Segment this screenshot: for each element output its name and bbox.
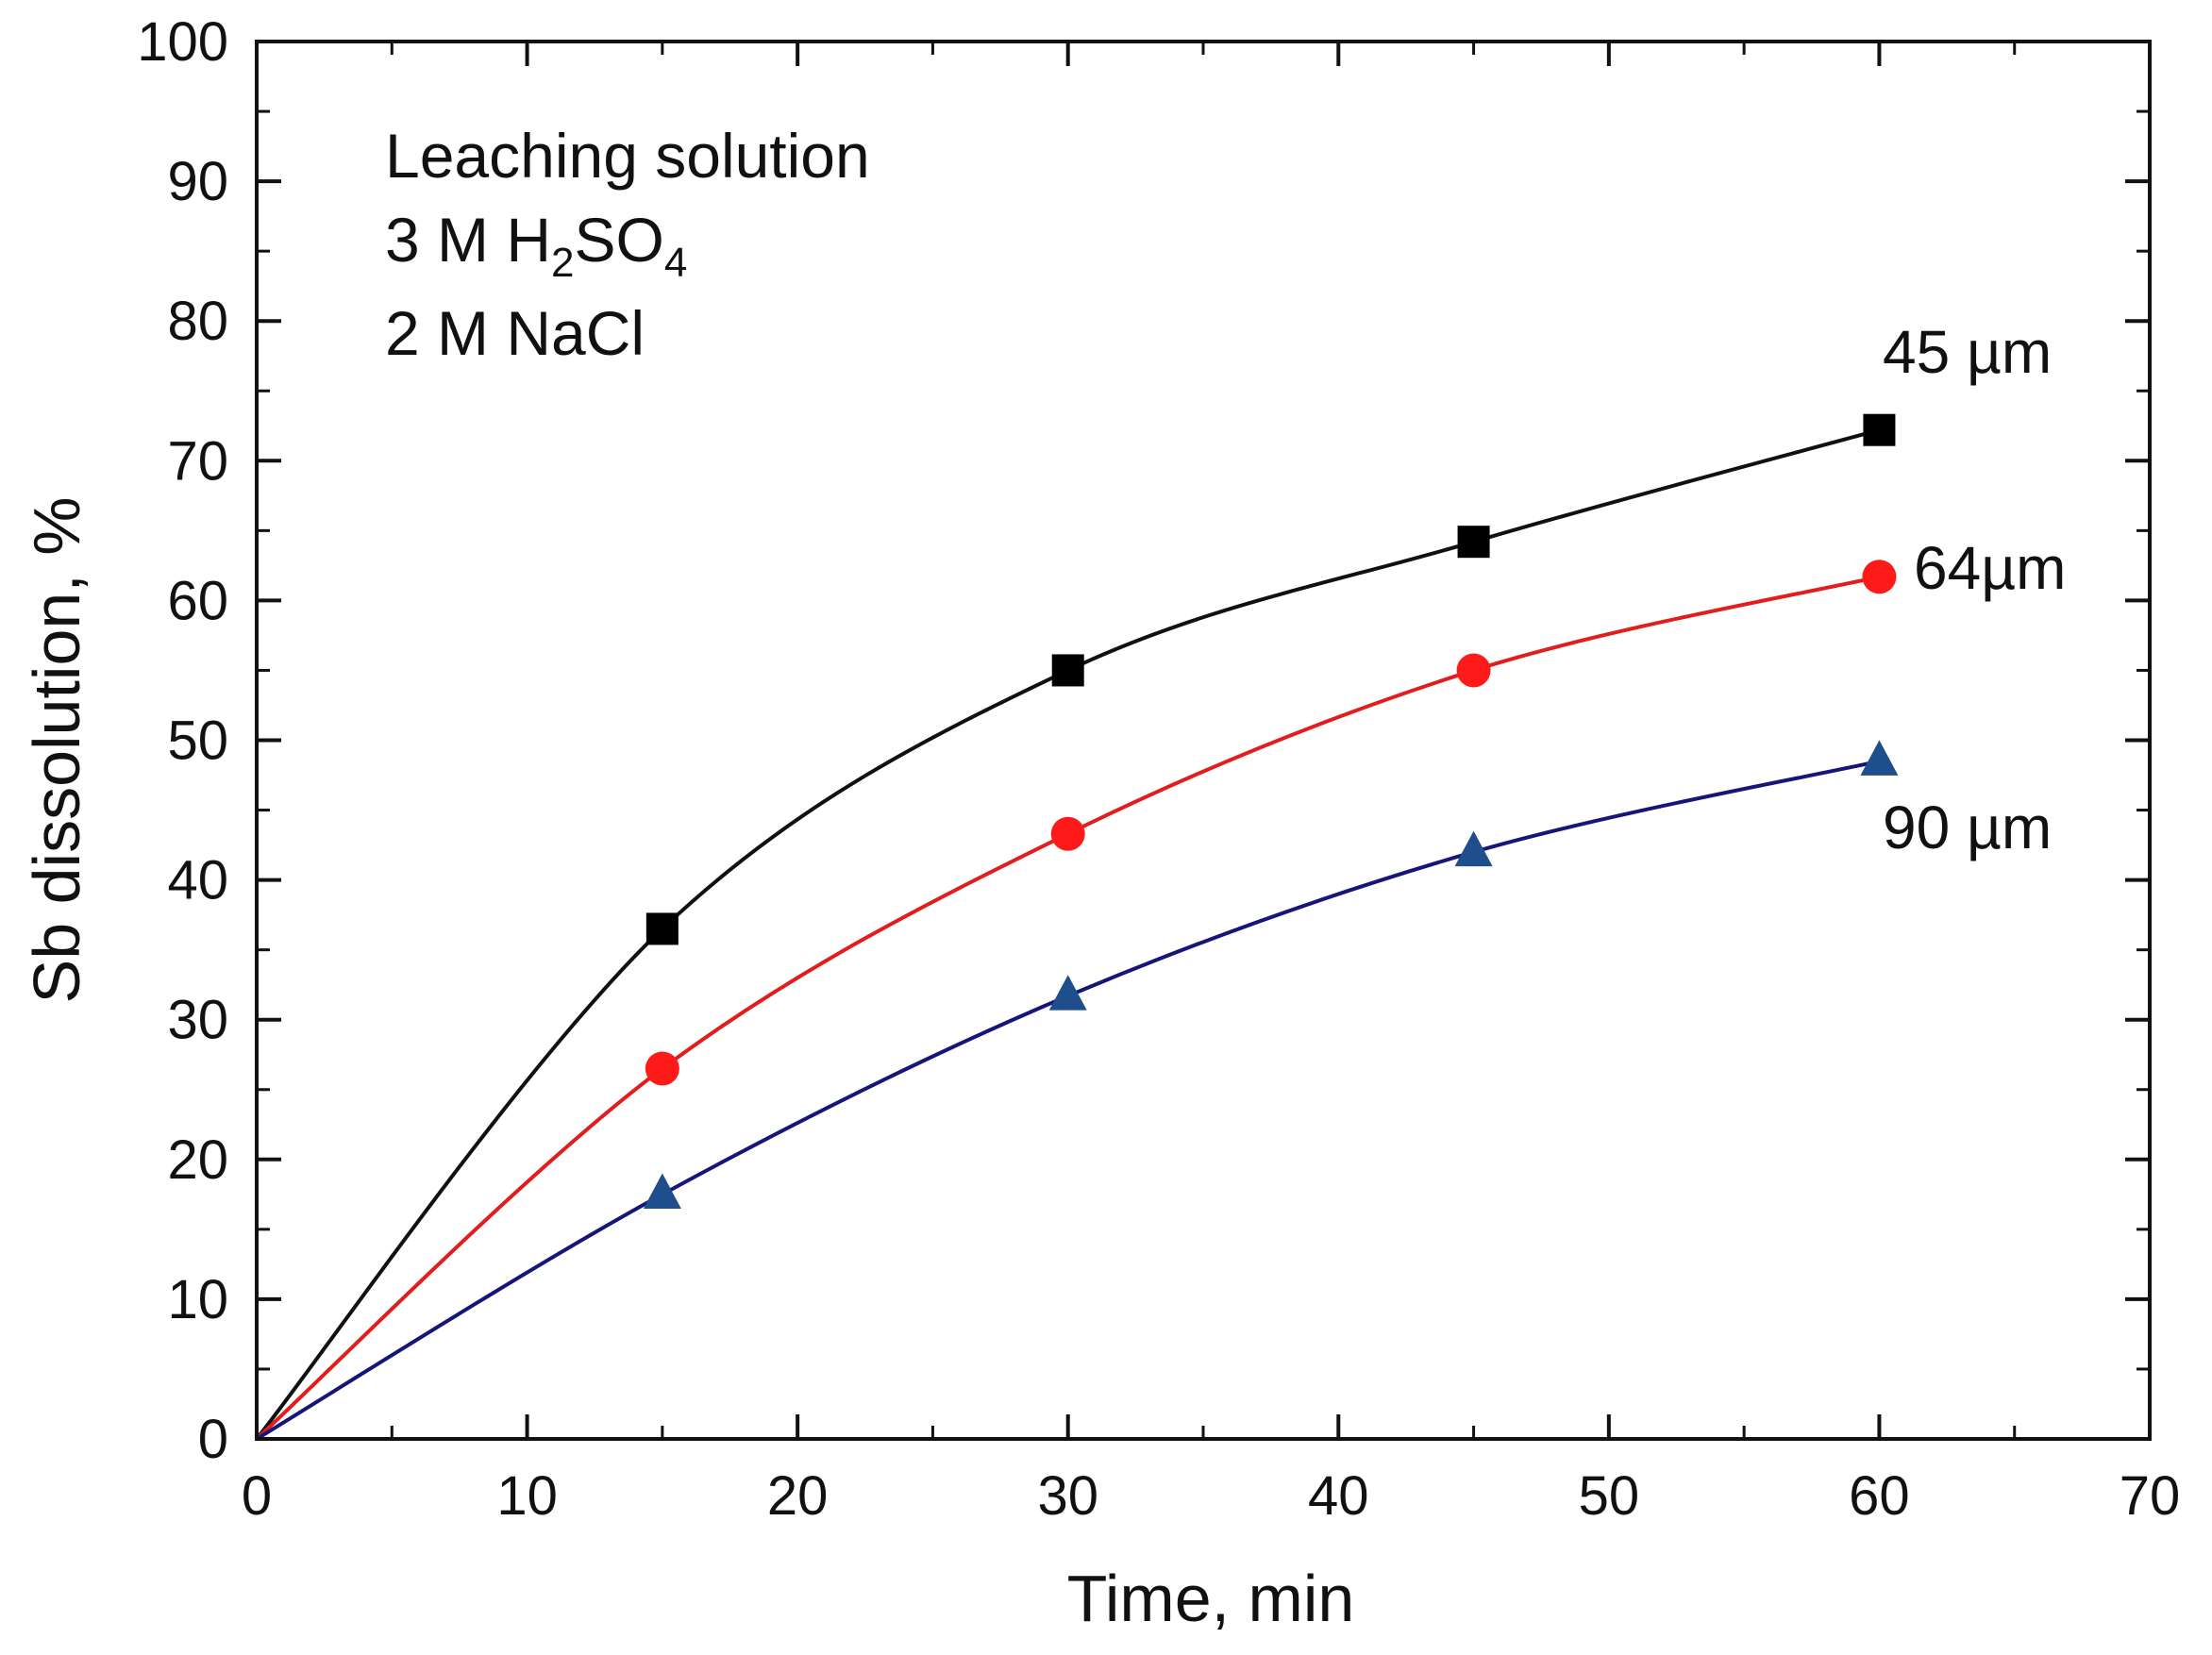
x-tick-label: 10 [496,1465,558,1527]
y-tick-label: 100 [137,11,228,73]
y-axis-title: Sb dissolution, % [20,497,93,1004]
series-label-45um: 45 µm [1883,318,2052,386]
x-axis-title: Time, min [1067,1562,1355,1635]
annotation-block: Leaching solution 3 M H2SO4 2 M NaCl [385,121,870,368]
x-tick-label: 30 [1037,1465,1098,1527]
y-tick-label: 40 [167,850,228,911]
fit-curves [255,427,1880,1441]
y-tick-label: 20 [167,1129,228,1191]
x-tick-label: 20 [767,1465,829,1527]
data-point-series-2 [1048,975,1087,1011]
x-tick-label: 50 [1579,1465,1640,1527]
y-tick-label: 90 [167,151,228,212]
series-label-64um: 64µm [1914,534,2066,602]
annotation-line-2-sub1: 2 [551,240,574,286]
y-tick-label: 0 [198,1409,228,1470]
annotation-line-2-sub2: 4 [664,240,687,286]
y-tick-label: 70 [167,430,228,492]
annotation-line-1: Leaching solution [385,121,870,191]
y-tick-label: 50 [167,710,228,772]
y-tick-label: 10 [167,1269,228,1330]
data-point-series-0 [645,912,679,945]
data-point-series-1 [1050,816,1085,851]
data-point-series-2 [1860,740,1899,776]
x-tick-label: 0 [242,1465,272,1527]
data-markers [643,413,1899,1209]
data-point-series-1 [1862,560,1897,594]
series-line-0 [255,427,1880,1441]
series-line-1 [255,575,1880,1441]
axis-ticks [255,40,2152,1441]
annotation-line-2: 3 M H2SO4 [385,205,687,286]
data-point-series-0 [1863,413,1896,446]
x-tick-label: 60 [1849,1465,1910,1527]
data-point-series-0 [1457,526,1490,559]
annotation-line-2-mid: SO [575,205,664,275]
y-tick-label: 60 [167,570,228,631]
data-point-series-1 [645,1051,679,1086]
x-tick-label: 40 [1308,1465,1369,1527]
series-label-90um: 90 µm [1883,794,2052,861]
data-point-series-2 [1454,830,1493,867]
data-point-series-2 [643,1173,681,1209]
data-point-series-1 [1456,653,1491,688]
x-tick-label: 70 [2120,1465,2181,1527]
tick-labels: 0 10 20 30 40 50 60 70 0 10 20 30 40 50 60 70 80 90 100 [137,11,2180,1527]
data-point-series-0 [1051,654,1084,687]
annotation-line-2-prefix: 3 M H [385,205,551,275]
y-tick-label: 80 [167,291,228,352]
annotation-line-3: 2 M NaCl [385,298,645,368]
series-line-2 [255,759,1880,1441]
y-tick-label: 30 [167,990,228,1051]
